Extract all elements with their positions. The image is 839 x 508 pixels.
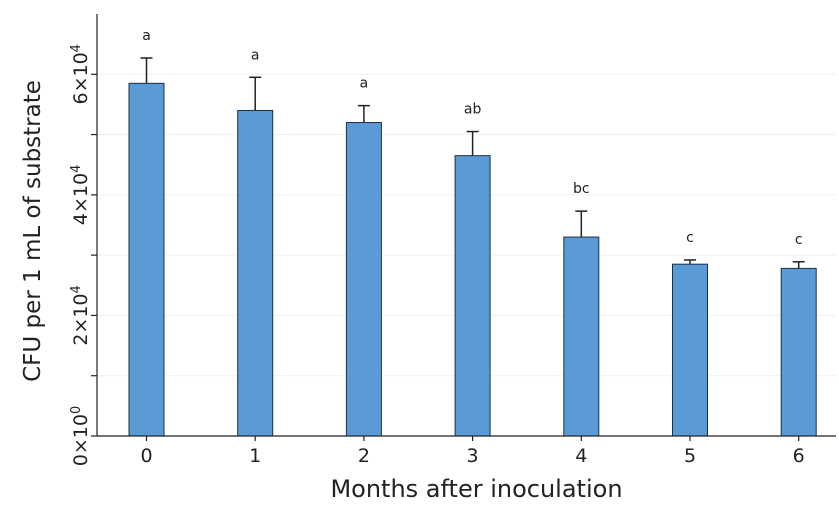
axes xyxy=(96,14,836,437)
significance-label: ab xyxy=(464,102,482,118)
bar xyxy=(780,267,817,437)
significance-label: a xyxy=(142,28,151,44)
y-tick-label: 6×104 xyxy=(69,44,93,104)
x-tick-label: 4 xyxy=(575,445,587,467)
x-tick-label: 2 xyxy=(358,445,370,467)
significance-label: c xyxy=(795,232,803,248)
significance-label: a xyxy=(251,47,260,63)
significance-label: bc xyxy=(573,181,590,197)
x-axis-title: Months after inoculation xyxy=(330,475,622,503)
x-tick-label: 1 xyxy=(249,445,261,467)
bar xyxy=(128,82,165,437)
x-ticks: 0 1 2 3 4 5 6 xyxy=(140,436,805,467)
y-ticks: 0×100 2×104 4×104 6×104 xyxy=(69,44,97,466)
significance-label: c xyxy=(686,230,694,246)
bar xyxy=(454,155,491,437)
x-tick-label: 0 xyxy=(140,445,152,467)
y-tick-label: 0×100 xyxy=(69,406,93,466)
bar xyxy=(345,122,382,437)
x-tick-label: 3 xyxy=(467,445,479,467)
y-axis-title: CFU per 1 mL of substrate xyxy=(20,80,46,382)
error-bars xyxy=(140,57,805,269)
bar xyxy=(672,263,708,437)
bar xyxy=(237,109,274,437)
y-tick-label: 2×104 xyxy=(69,285,93,345)
y-tick-label: 4×104 xyxy=(69,165,93,225)
x-tick-label: 6 xyxy=(793,445,805,467)
x-tick-label: 5 xyxy=(684,445,696,467)
significance-label: a xyxy=(360,76,369,92)
significance-labels: a a a ab bc c c xyxy=(142,28,802,248)
bar xyxy=(563,236,600,437)
